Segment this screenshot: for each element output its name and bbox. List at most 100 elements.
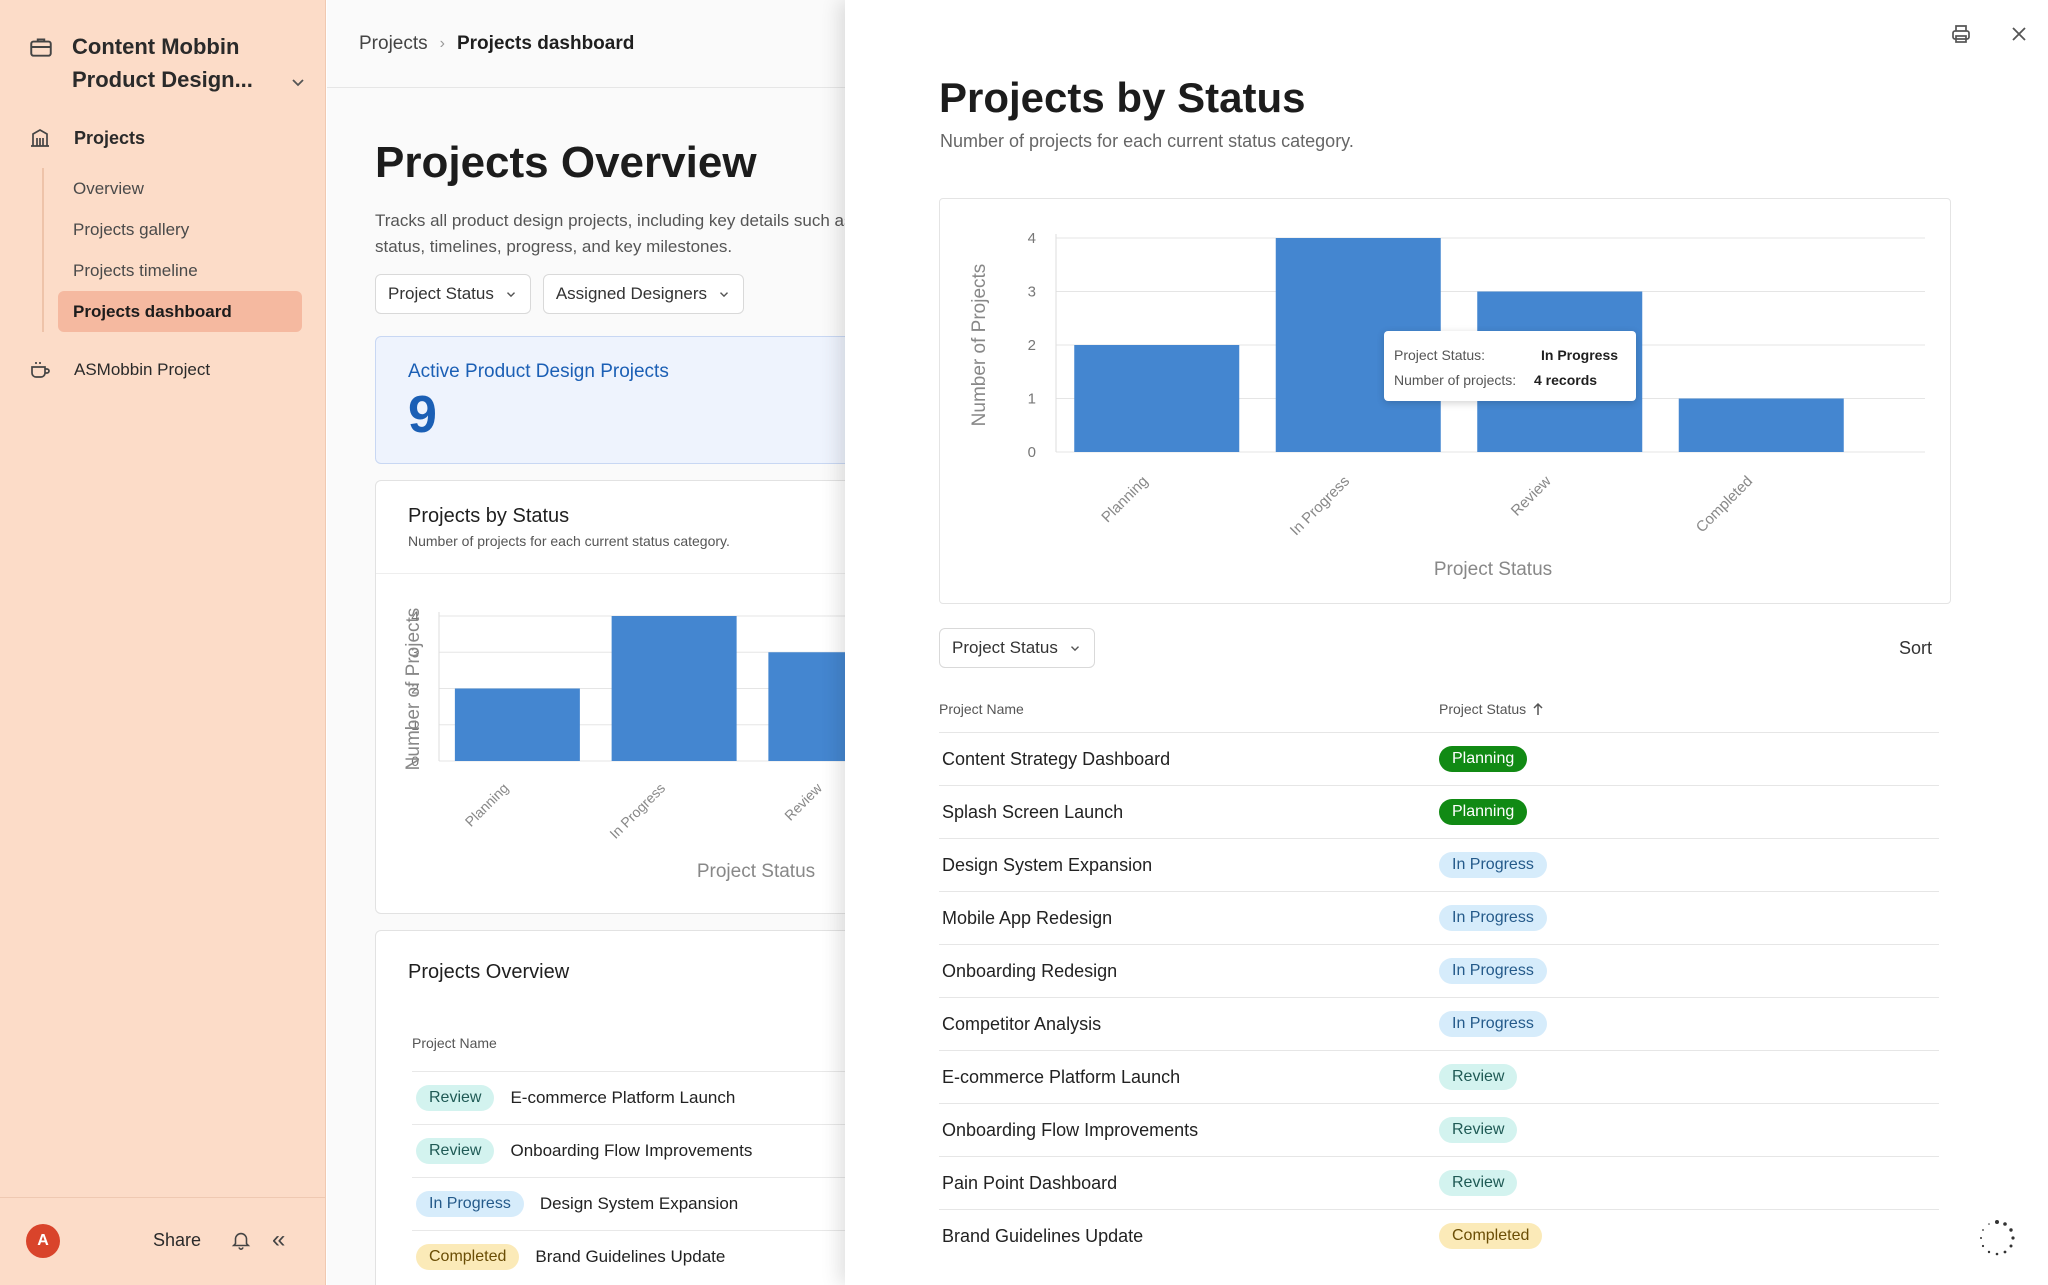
sidebar-footer: A Share « — [0, 1197, 326, 1285]
y-axis-label: Number of Projects — [403, 608, 424, 771]
column-header-project-name[interactable]: Project Name — [412, 1035, 497, 1051]
status-badge: Review — [416, 1138, 495, 1164]
sort-ascending-icon — [1533, 702, 1543, 715]
chevron-down-icon[interactable] — [288, 72, 308, 92]
close-icon[interactable] — [2007, 22, 2031, 46]
table-row[interactable]: In Progress Design System Expansion — [412, 1177, 847, 1230]
status-cell: Review — [1439, 1170, 1518, 1196]
project-name: Mobile App Redesign — [942, 907, 1113, 928]
sidebar-section-projects[interactable]: Projects — [28, 126, 145, 150]
status-badge: Planning — [1439, 746, 1528, 772]
status-badge: In Progress — [1439, 958, 1547, 984]
table-row[interactable]: Pain Point Dashboard Review — [939, 1156, 1939, 1209]
table-row[interactable]: Competitor Analysis In Progress — [939, 997, 1939, 1050]
tooltip-key: Project Status: — [1394, 347, 1486, 363]
x-axis-label: Project Status — [697, 861, 815, 882]
avatar[interactable]: A — [26, 1224, 60, 1258]
chart-tooltip: Project Status: In Progress Number of pro… — [1384, 331, 1636, 401]
breadcrumb-chevron-icon: › — [439, 34, 445, 52]
sidebar-item-overview[interactable]: Overview — [73, 179, 144, 198]
table-fade — [939, 1254, 1939, 1285]
table-header: Project Name Project Status — [939, 686, 1939, 732]
tooltip-value: 4 records — [1534, 372, 1598, 388]
loading-spinner-icon — [1980, 1220, 2015, 1256]
project-status-filter[interactable]: Project Status — [375, 274, 531, 314]
filter-label: Project Status — [388, 284, 494, 303]
print-icon[interactable] — [1949, 22, 1973, 46]
column-header-project-name[interactable]: Project Name — [939, 701, 1024, 717]
x-tick-label: Planning — [462, 780, 512, 830]
table-row[interactable]: Mobile App Redesign In Progress — [939, 891, 1939, 944]
status-cell: In Progress — [1439, 905, 1547, 931]
coffee-cup-icon — [31, 362, 50, 378]
breadcrumb: Projects › Projects dashboard — [327, 0, 847, 88]
table-row[interactable]: Design System Expansion In Progress — [939, 838, 1939, 891]
sidebar-item-label: ASMobbin Project — [74, 360, 211, 379]
table-row[interactable]: Onboarding Flow Improvements Review — [939, 1103, 1939, 1156]
y-tick-label: 2 — [1028, 337, 1036, 354]
status-badge: In Progress — [416, 1191, 524, 1217]
x-tick-label: Review — [1508, 473, 1555, 520]
sidebar-section-label: Projects — [74, 127, 146, 148]
table-row[interactable]: Review Onboarding Flow Improvements — [412, 1124, 847, 1177]
chevron-down-icon — [1070, 646, 1079, 652]
status-badge: In Progress — [1439, 852, 1547, 878]
building-icon — [31, 129, 49, 147]
status-badge: Completed — [416, 1244, 520, 1270]
table-row[interactable]: Splash Screen Launch Planning — [939, 785, 1939, 838]
column-header-project-status[interactable]: Project Status — [1439, 701, 1544, 717]
table-row[interactable]: Content Strategy Dashboard Planning — [939, 732, 1939, 785]
sort-button[interactable]: Sort — [1899, 638, 1933, 658]
table-row[interactable]: Completed Brand Guidelines Update — [412, 1230, 847, 1283]
assigned-designers-filter[interactable]: Assigned Designers — [542, 274, 745, 314]
table-row[interactable]: E-commerce Platform Launch Review — [939, 1050, 1939, 1103]
panel-title: Projects by Status — [939, 74, 1306, 121]
workspace-switcher[interactable]: Content Mobbin Product Design... — [28, 30, 308, 96]
y-tick-label: 2 — [411, 681, 419, 697]
status-badge: Review — [1439, 1117, 1518, 1143]
bar-in-progress — [611, 616, 737, 761]
panel-project-status-filter[interactable]: Project Status — [939, 628, 1095, 668]
records-table: Project Name Project Status Content Stra… — [939, 686, 1939, 1262]
status-badge: In Progress — [1439, 905, 1547, 931]
status-badge: Review — [1439, 1170, 1518, 1196]
table-row[interactable]: Review E-commerce Platform Launch — [412, 1071, 847, 1124]
x-axis-label: Project Status — [1434, 559, 1552, 580]
share-button[interactable]: Share — [153, 1230, 202, 1250]
active-projects-stat-card[interactable]: Active Product Design Projects 9 — [375, 336, 847, 464]
chart-detail-panel: Projects by Status Number of projects fo… — [845, 0, 2048, 1285]
status-cell: Review — [1439, 1117, 1518, 1143]
stat-label: Active Product Design Projects — [408, 361, 669, 382]
y-tick-label: 3 — [411, 644, 419, 660]
status-cell: In Progress — [1439, 1011, 1547, 1037]
status-badge: Completed — [1439, 1223, 1543, 1249]
chevron-down-icon — [506, 292, 515, 298]
sidebar-item-asmobbin-project[interactable]: ASMobbin Project — [28, 358, 210, 382]
bell-icon[interactable] — [230, 1228, 252, 1252]
table-row[interactable]: Brand Guidelines Update Completed — [939, 1209, 1939, 1262]
project-name: Splash Screen Launch — [942, 801, 1124, 822]
x-tick-label: In Progress — [606, 780, 668, 842]
status-badge: Review — [416, 1085, 495, 1111]
projects-by-status-card[interactable]: Projects by Status Number of projects fo… — [375, 480, 847, 914]
sidebar-item-projects-gallery[interactable]: Projects gallery — [73, 220, 190, 239]
page-description: Tracks all product design projects, incl… — [375, 211, 847, 256]
sidebar-item-projects-timeline[interactable]: Projects timeline — [73, 261, 198, 280]
status-cell: In Progress — [1439, 852, 1547, 878]
bar-review — [768, 652, 847, 761]
project-name: E-commerce Platform Launch — [942, 1066, 1181, 1087]
briefcase-icon — [30, 38, 52, 57]
table-row[interactable]: Onboarding Redesign In Progress — [939, 944, 1939, 997]
sidebar-item-projects-dashboard[interactable]: Projects dashboard — [58, 291, 302, 332]
filter-label: Project Status — [952, 638, 1058, 657]
collapse-sidebar-icon[interactable]: « — [272, 1226, 286, 1253]
x-tick-label: Completed — [1693, 473, 1756, 536]
x-tick-label: Review — [781, 779, 825, 823]
project-name: Onboarding Flow Improvements — [942, 1119, 1199, 1140]
column-header-label: Project Status — [1439, 701, 1527, 717]
tooltip-value: In Progress — [1541, 347, 1619, 363]
y-tick-label: 1 — [1028, 391, 1036, 408]
breadcrumb-parent[interactable]: Projects — [359, 32, 428, 54]
status-badge: Planning — [1439, 799, 1528, 825]
sidebar-nav-list: Overview Projects gallery Projects timel… — [42, 168, 302, 332]
